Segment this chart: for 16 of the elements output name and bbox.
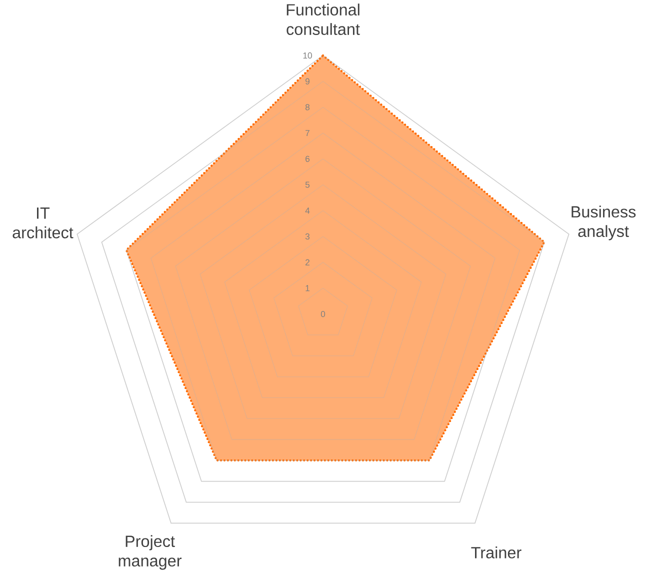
y-tick-label: 3 <box>305 233 310 240</box>
y-tick-label: 5 <box>305 182 310 188</box>
y-tick-label: 6 <box>306 156 310 162</box>
y-tick-label: 7 <box>306 130 310 136</box>
y-tick-label: 8 <box>305 104 310 110</box>
spoke-label: Functional consultant <box>286 3 360 35</box>
y-tick-label: 4 <box>305 207 310 214</box>
spoke-label: Project manager <box>118 534 182 570</box>
y-tick-label: 10 <box>303 52 312 58</box>
spoke-label: IT architect <box>12 207 74 238</box>
y-tick-label: 2 <box>306 259 310 266</box>
spoke-label: Business analyst <box>572 205 636 240</box>
y-tick-label: 9 <box>305 78 310 84</box>
y-tick-label: 1 <box>306 285 310 291</box>
y-tick-label: 0 <box>320 310 326 317</box>
spoke-label: Trainer <box>471 546 522 558</box>
